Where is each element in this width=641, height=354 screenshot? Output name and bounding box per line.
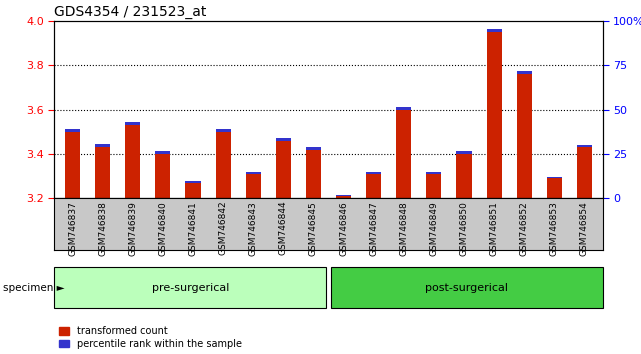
Text: GSM746839: GSM746839 [128, 201, 137, 256]
Bar [577, 147, 592, 198]
Text: GSM746851: GSM746851 [490, 201, 499, 256]
Bar [517, 74, 532, 198]
Bar [487, 29, 502, 32]
Bar [246, 172, 261, 174]
Bar [426, 172, 442, 174]
Bar [155, 152, 171, 154]
Text: GSM746844: GSM746844 [279, 201, 288, 256]
Text: GSM746854: GSM746854 [580, 201, 589, 256]
Text: specimen ►: specimen ► [3, 282, 65, 293]
Text: GSM746849: GSM746849 [429, 201, 438, 256]
Text: GSM746838: GSM746838 [98, 201, 107, 256]
Bar [276, 138, 291, 141]
Bar [276, 141, 291, 198]
Bar [487, 32, 502, 198]
Bar [155, 154, 171, 198]
Bar [125, 122, 140, 125]
Bar [396, 107, 412, 110]
Bar [336, 195, 351, 196]
Bar [185, 181, 201, 183]
Text: GSM746842: GSM746842 [219, 201, 228, 256]
Text: GDS4354 / 231523_at: GDS4354 / 231523_at [54, 5, 207, 19]
Bar [65, 132, 80, 198]
Legend: transformed count, percentile rank within the sample: transformed count, percentile rank withi… [60, 326, 242, 349]
Bar [456, 154, 472, 198]
Bar [547, 178, 562, 198]
Text: GSM746837: GSM746837 [68, 201, 77, 256]
Bar [54, 267, 326, 308]
Text: post-surgerical: post-surgerical [425, 282, 508, 293]
Text: GSM746850: GSM746850 [460, 201, 469, 256]
Bar [366, 172, 381, 174]
Bar [331, 267, 603, 308]
Text: GSM746840: GSM746840 [158, 201, 167, 256]
Bar [306, 147, 321, 150]
Bar [577, 145, 592, 147]
Bar [215, 129, 231, 132]
Bar [366, 174, 381, 198]
Text: GSM746843: GSM746843 [249, 201, 258, 256]
Text: GSM746848: GSM746848 [399, 201, 408, 256]
Bar [336, 196, 351, 198]
Bar [396, 110, 412, 198]
Bar [125, 125, 140, 198]
Text: GSM746853: GSM746853 [550, 201, 559, 256]
Text: GSM746846: GSM746846 [339, 201, 348, 256]
Bar [65, 129, 80, 132]
Bar [426, 174, 442, 198]
Bar [547, 177, 562, 178]
Text: GSM746847: GSM746847 [369, 201, 378, 256]
Bar [185, 183, 201, 198]
Bar [306, 150, 321, 198]
Bar [456, 152, 472, 154]
Text: GSM746845: GSM746845 [309, 201, 318, 256]
Bar [246, 174, 261, 198]
Text: GSM746852: GSM746852 [520, 201, 529, 256]
Text: pre-surgerical: pre-surgerical [152, 282, 229, 293]
Bar [95, 147, 110, 198]
Bar [95, 144, 110, 147]
Bar [215, 132, 231, 198]
Bar [517, 71, 532, 74]
Text: GSM746841: GSM746841 [188, 201, 197, 256]
